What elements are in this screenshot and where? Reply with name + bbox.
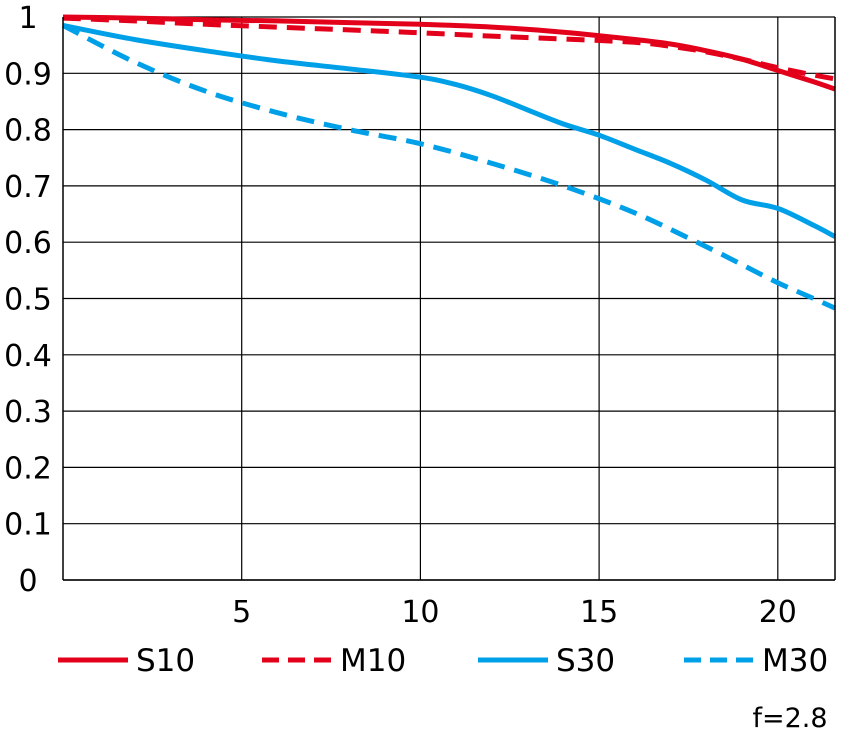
x-axis-ticks: 5 10 15 20 <box>232 595 797 630</box>
x-tick-label: 20 <box>759 595 797 630</box>
y-tick-label: 0.7 <box>4 170 52 205</box>
series-line-m10 <box>62 15 836 82</box>
series-line-m30 <box>61 23 837 311</box>
legend-label-s30: S30 <box>556 643 615 679</box>
series-lines <box>61 14 837 311</box>
y-tick-label: 0.9 <box>4 57 52 92</box>
series-line-s30 <box>62 22 837 239</box>
y-tick-label: 0.2 <box>4 451 52 486</box>
y-tick-label: 0.4 <box>4 339 52 374</box>
y-tick-label: 0.3 <box>4 395 52 430</box>
legend: S10 M10 S30 M30 <box>58 643 828 679</box>
plot-frame <box>62 17 836 581</box>
x-tick-label: 10 <box>401 595 439 630</box>
aperture-label: f=2.8 <box>752 703 827 734</box>
x-tick-label: 5 <box>232 595 251 630</box>
y-tick-label: 0.5 <box>4 283 52 318</box>
y-tick-label: 0.8 <box>4 114 52 149</box>
x-tick-label: 15 <box>580 595 618 630</box>
watermark: KenRockwell.com <box>612 544 758 562</box>
y-axis-ticks: 0 0.1 0.2 0.3 0.4 0.5 0.6 0.7 0.8 0.9 1 <box>4 1 52 599</box>
legend-label-m30: M30 <box>762 643 828 679</box>
y-tick-label: 0.6 <box>4 226 52 261</box>
y-tick-label: 1 <box>18 1 37 36</box>
y-tick-label: 0.1 <box>4 508 52 543</box>
y-tick-label: 0 <box>18 564 37 599</box>
legend-label-s10: S10 <box>136 643 195 679</box>
legend-label-m10: M10 <box>340 643 406 679</box>
grid <box>63 16 835 581</box>
